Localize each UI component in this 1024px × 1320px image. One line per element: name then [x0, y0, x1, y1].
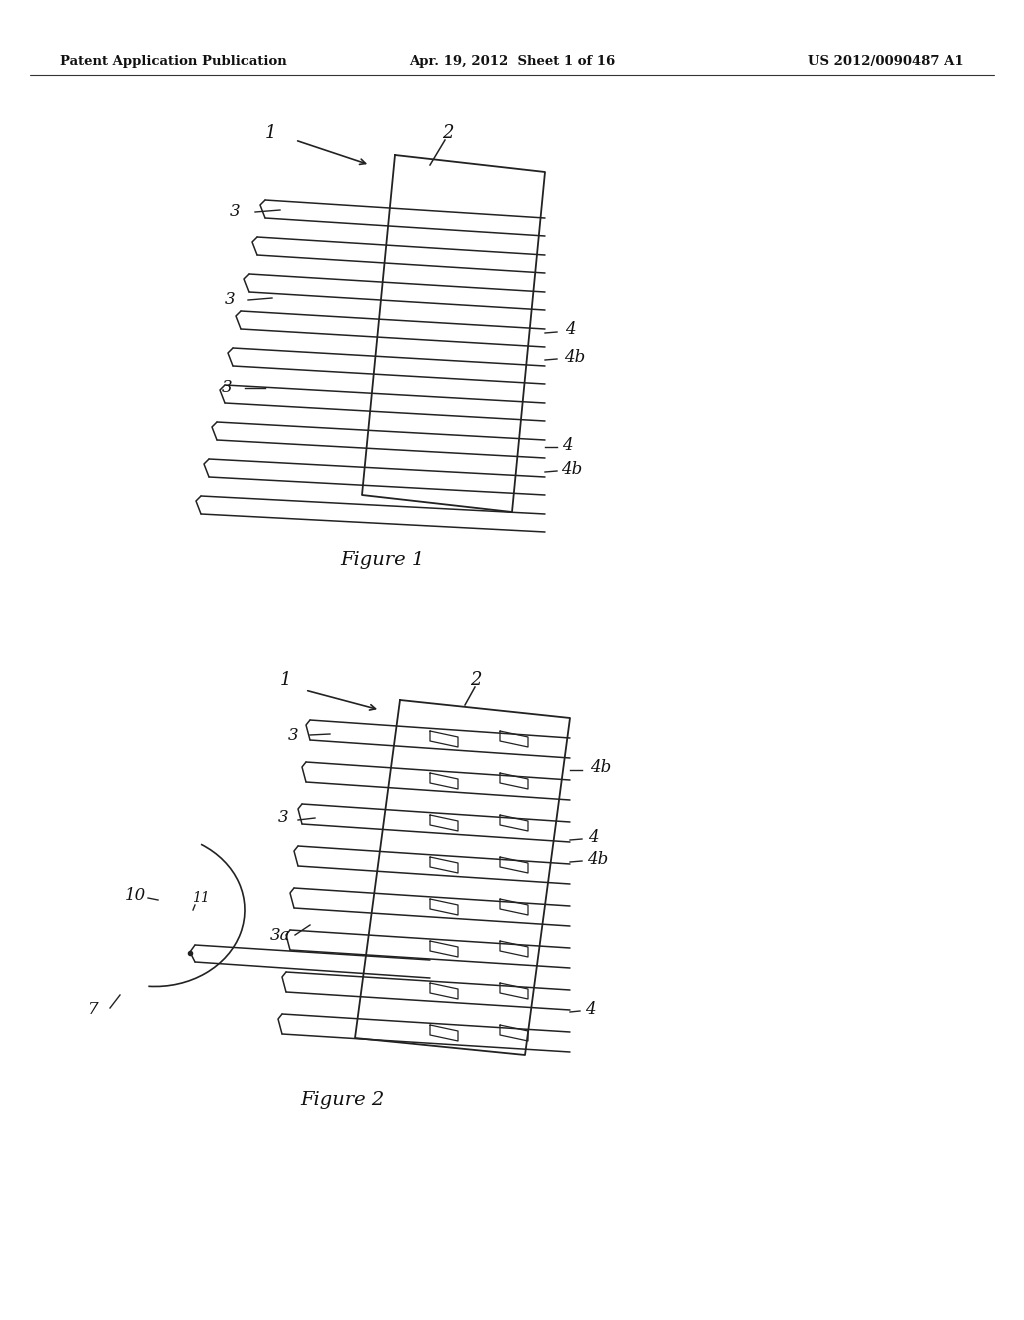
Text: 2: 2 [470, 671, 481, 689]
Text: 4: 4 [562, 437, 572, 454]
Text: 3: 3 [278, 809, 289, 826]
Text: 2: 2 [442, 124, 454, 143]
Text: 4: 4 [565, 322, 575, 338]
Text: 1: 1 [265, 124, 276, 143]
Text: 4: 4 [588, 829, 599, 846]
Text: 3: 3 [288, 726, 299, 743]
Text: US 2012/0090487 A1: US 2012/0090487 A1 [808, 55, 964, 69]
Text: 4b: 4b [564, 350, 586, 367]
Text: 10: 10 [125, 887, 146, 903]
Text: 4b: 4b [587, 851, 608, 869]
Text: 7: 7 [88, 1002, 98, 1019]
Text: Apr. 19, 2012  Sheet 1 of 16: Apr. 19, 2012 Sheet 1 of 16 [409, 55, 615, 69]
Text: 4b: 4b [590, 759, 611, 776]
Text: 11: 11 [193, 891, 210, 906]
Text: Patent Application Publication: Patent Application Publication [60, 55, 287, 69]
Text: 3: 3 [230, 203, 241, 220]
Text: 3a: 3a [270, 927, 291, 944]
Text: Figure 2: Figure 2 [300, 1092, 384, 1109]
Text: Figure 1: Figure 1 [340, 550, 424, 569]
Text: 3: 3 [225, 292, 236, 309]
Text: 3: 3 [222, 380, 232, 396]
Text: 1: 1 [280, 671, 292, 689]
Text: 4: 4 [585, 1002, 596, 1019]
Text: 4b: 4b [561, 462, 583, 479]
